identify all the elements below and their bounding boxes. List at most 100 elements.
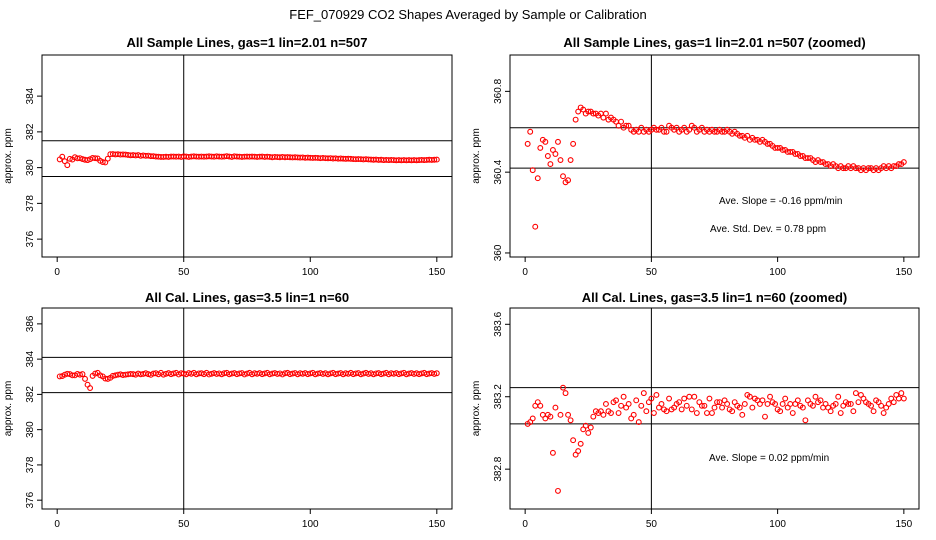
data-point: [542, 138, 549, 145]
data-point: [638, 402, 645, 409]
data-point: [658, 124, 665, 131]
data-point: [698, 402, 705, 409]
y-tick-label: 384: [25, 350, 36, 367]
data-point: [600, 411, 607, 418]
data-point: [555, 487, 561, 494]
data-point: [797, 153, 804, 159]
data-point: [620, 393, 627, 400]
data-point: [673, 124, 680, 131]
data-point: [868, 402, 874, 409]
data-point: [716, 399, 723, 406]
data-point: [640, 390, 647, 397]
data-point: [812, 393, 819, 400]
x-tick-label: 150: [428, 267, 445, 278]
data-point: [532, 223, 539, 230]
data-point: [666, 395, 673, 402]
data-point: [661, 128, 667, 135]
data-point: [630, 411, 637, 418]
data-point: [865, 165, 872, 172]
y-tick-label: 383.2: [493, 384, 504, 409]
data-point: [64, 162, 71, 169]
data-point: [585, 108, 592, 115]
y-tick-label: 378: [25, 456, 36, 473]
annotation: Ave. Slope = 0.02 ppm/min: [709, 453, 829, 464]
x-tick-label: 100: [769, 519, 786, 530]
data-point: [99, 159, 106, 166]
data-point: [772, 401, 779, 407]
data-point: [895, 395, 902, 402]
data-point: [638, 124, 645, 131]
data-point: [736, 404, 743, 411]
y-tick-label: 376: [25, 230, 36, 247]
plot-frame: [41, 307, 453, 510]
panel-title: All Cal. Lines, gas=3.5 lin=1 n=60 (zoom…: [582, 290, 848, 305]
data-point: [615, 122, 622, 129]
data-point: [711, 404, 718, 411]
data-point: [779, 401, 786, 407]
data-point: [822, 161, 829, 168]
data-point: [779, 146, 786, 153]
data-point: [241, 371, 248, 378]
data-point: [544, 153, 551, 159]
data-point: [845, 401, 852, 407]
y-axis-label: approx. ppm: [3, 381, 14, 437]
data-point: [77, 371, 83, 378]
data-point: [663, 408, 670, 415]
data-point: [537, 144, 544, 151]
data-point: [602, 110, 609, 117]
data-point: [587, 424, 594, 431]
x-tick-label: 0: [54, 519, 60, 530]
x-tick-label: 0: [522, 267, 528, 278]
data-point: [580, 106, 587, 113]
data-point: [729, 408, 736, 415]
data-point: [804, 155, 811, 161]
y-tick-label: 360.8: [493, 78, 504, 103]
x-tick-label: 50: [646, 519, 658, 530]
data-point: [691, 124, 698, 131]
x-tick-label: 0: [522, 519, 528, 530]
data-point: [552, 151, 559, 157]
data-point: [600, 114, 607, 121]
data-point: [693, 410, 700, 416]
x-tick-label: 150: [896, 519, 913, 530]
x-tick-label: 50: [178, 519, 190, 530]
data-point: [529, 415, 536, 422]
data-point: [618, 118, 625, 125]
data-point: [608, 410, 614, 416]
y-tick-label: 383.6: [493, 311, 504, 336]
data-point: [827, 408, 834, 415]
data-point: [701, 402, 708, 409]
data-point: [555, 138, 561, 145]
data-point: [549, 146, 556, 153]
data-point: [625, 122, 632, 129]
data-point: [678, 406, 685, 413]
chart-panel-3: All Cal. Lines, gas=3.5 lin=1 n=60 approx…: [3, 290, 453, 530]
data-point: [602, 401, 609, 407]
data-point: [837, 410, 844, 416]
data-point: [433, 156, 440, 163]
data-point: [764, 140, 771, 147]
data-point: [736, 132, 743, 139]
data-point: [618, 402, 625, 409]
data-point: [719, 404, 726, 411]
x-tick-label: 100: [769, 267, 786, 278]
x-tick-label: 150: [428, 519, 445, 530]
data-point: [357, 371, 364, 378]
data-point: [817, 159, 824, 166]
data-point: [799, 404, 806, 411]
data-point: [787, 401, 794, 407]
data-point: [744, 132, 751, 139]
data-point: [633, 397, 640, 404]
y-tick-label: 376: [25, 491, 36, 508]
data-point: [61, 158, 68, 165]
y-tick-label: 382: [25, 386, 36, 403]
data-point: [585, 430, 592, 436]
data-point: [590, 413, 597, 420]
data-point: [792, 151, 799, 157]
x-tick-label: 50: [646, 267, 658, 278]
data-point: [686, 393, 693, 400]
data-point: [104, 155, 111, 162]
data-point: [681, 124, 688, 131]
data-point: [880, 410, 887, 416]
data-point: [900, 159, 907, 166]
